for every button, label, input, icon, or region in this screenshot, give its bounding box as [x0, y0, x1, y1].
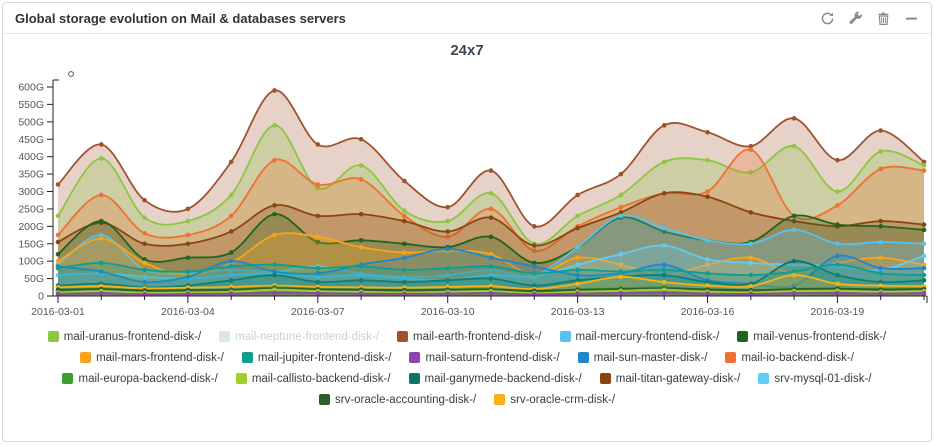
legend-label: mail-saturn-frontend-disk-/: [425, 351, 560, 364]
svg-text:2016-03-01: 2016-03-01: [31, 306, 85, 318]
svg-text:2016-03-07: 2016-03-07: [291, 306, 345, 318]
svg-text:550G: 550G: [18, 99, 44, 111]
legend-label: mail-titan-gateway-disk-/: [615, 372, 741, 385]
legend-item-mail-europa-backend-disk[interactable]: mail-europa-backend-disk-/: [62, 372, 218, 385]
legend-swatch: [318, 394, 330, 405]
legend-label: mail-io-backend-disk-/: [741, 351, 854, 364]
svg-text:2016-03-04: 2016-03-04: [161, 306, 215, 318]
legend-swatch: [47, 331, 59, 342]
legend-label: mail-europa-backend-disk-/: [78, 372, 218, 385]
legend-item-mail-saturn-frontend-disk[interactable]: mail-saturn-frontend-disk-/: [409, 351, 560, 364]
legend-swatch: [219, 331, 231, 342]
legend-item-mail-callisto-backend-disk[interactable]: mail-callisto-backend-disk-/: [235, 372, 391, 385]
panel-title: Global storage evolution on Mail & datab…: [15, 10, 346, 26]
legend-row: mail-europa-backend-disk-/ mail-callisto-…: [3, 368, 931, 389]
legend-row: mail-mars-frontend-disk-/ mail-jupiter-fr…: [3, 347, 931, 368]
refresh-icon[interactable]: [818, 9, 837, 28]
svg-text:2016-03-16: 2016-03-16: [681, 306, 735, 318]
trash-icon[interactable]: [874, 9, 893, 28]
legend-swatch: [737, 331, 749, 342]
legend-swatch: [62, 373, 74, 384]
panel-toolbar: [818, 9, 921, 28]
legend-item-mail-mars-frontend-disk[interactable]: mail-mars-frontend-disk-/: [80, 352, 224, 364]
legend-item-srv-oracle-accounting-disk[interactable]: srv-oracle-accounting-disk-/: [318, 393, 477, 406]
legend-item-mail-titan-gateway-disk[interactable]: mail-titan-gateway-disk-/: [599, 372, 741, 385]
svg-text:250G: 250G: [18, 203, 44, 215]
svg-text:2016-03-13: 2016-03-13: [551, 306, 605, 318]
legend-item-srv-mysql-01-disk[interactable]: srv-mysql-01-disk-/: [758, 372, 872, 385]
svg-text:50G: 50G: [24, 273, 44, 285]
legend-label: mail-mercury-frontend-disk-/: [575, 330, 720, 343]
panel-header: Global storage evolution on Mail & datab…: [3, 3, 931, 34]
legend-swatch: [408, 373, 420, 384]
chart-title: 24x7: [450, 42, 484, 59]
legend-swatch: [758, 373, 770, 384]
legend-swatch: [559, 331, 571, 342]
svg-text:500G: 500G: [18, 116, 44, 128]
legend-row: mail-uranus-frontend-disk-/ mail-neptune-…: [3, 326, 931, 347]
legend-item-mail-sun-master-disk[interactable]: mail-sun-master-disk-/: [577, 351, 708, 364]
svg-text:0: 0: [38, 291, 44, 303]
svg-text:2016-03-10: 2016-03-10: [421, 306, 475, 318]
legend-label: mail-neptune-frontend-disk-/: [235, 330, 380, 343]
collapse-icon[interactable]: [902, 9, 921, 28]
legend-item-mail-uranus-frontend-disk[interactable]: mail-uranus-frontend-disk-/: [47, 330, 202, 343]
chart-area: 0 50G 100G 150G 200G 250G 300G 350G 400G 450G 500G…: [3, 64, 931, 326]
legend-item-srv-oracle-crm-disk[interactable]: srv-oracle-crm-disk-/: [494, 394, 615, 406]
legend-item-mail-neptune-frontend-disk[interactable]: mail-neptune-frontend-disk-/: [219, 331, 379, 343]
legend-label: mail-earth-frontend-disk-/: [413, 330, 542, 343]
legend-item-mail-ganymede-backend-disk[interactable]: mail-ganymede-backend-disk-/: [408, 372, 582, 385]
svg-text:300G: 300G: [18, 186, 44, 198]
legend-label: mail-sun-master-disk-/: [593, 351, 708, 364]
legend-swatch: [577, 352, 589, 363]
legend-label: srv-oracle-crm-disk-/: [510, 393, 616, 406]
legend-label: srv-oracle-accounting-disk-/: [334, 393, 477, 406]
svg-text:150G: 150G: [18, 238, 44, 250]
svg-text:400G: 400G: [18, 151, 44, 163]
svg-text:450G: 450G: [18, 134, 44, 146]
legend-item-mail-venus-frontend-disk[interactable]: mail-venus-frontend-disk-/: [737, 331, 886, 343]
svg-text:600G: 600G: [18, 82, 44, 94]
legend-item-mail-mercury-frontend-disk[interactable]: mail-mercury-frontend-disk-/: [559, 330, 720, 343]
legend-swatch: [409, 352, 421, 363]
legend-label: mail-uranus-frontend-disk-/: [63, 330, 202, 343]
legend-swatch: [397, 331, 409, 342]
legend-swatch: [241, 352, 253, 363]
legend-item-mail-io-backend-disk[interactable]: mail-io-backend-disk-/: [725, 351, 854, 364]
legend-label: mail-callisto-backend-disk-/: [251, 372, 391, 385]
legend-item-mail-earth-frontend-disk[interactable]: mail-earth-frontend-disk-/: [397, 330, 542, 343]
legend-swatch: [80, 352, 92, 363]
legend-swatch: [725, 352, 737, 363]
svg-text:350G: 350G: [18, 169, 44, 181]
legend-swatch: [494, 394, 506, 405]
legend-label: mail-mars-frontend-disk-/: [96, 351, 224, 364]
legend-label: mail-jupiter-frontend-disk-/: [257, 351, 392, 364]
outlier-marker: [68, 71, 74, 77]
wrench-icon[interactable]: [846, 9, 865, 28]
svg-text:2016-03-19: 2016-03-19: [811, 306, 865, 318]
legend-label: mail-ganymede-backend-disk-/: [424, 372, 582, 385]
legend-label: srv-mysql-01-disk-/: [774, 372, 872, 385]
legend-swatch: [235, 373, 247, 384]
svg-text:100G: 100G: [18, 256, 44, 268]
legend-row: srv-oracle-accounting-disk-/ srv-oracle-c…: [3, 389, 931, 410]
storage-area-chart[interactable]: 0 50G 100G 150G 200G 250G 300G 350G 400G 450G 500G…: [3, 64, 931, 326]
chart-legend: mail-uranus-frontend-disk-/ mail-neptune-…: [3, 326, 931, 410]
legend-item-mail-jupiter-frontend-disk[interactable]: mail-jupiter-frontend-disk-/: [241, 351, 392, 364]
svg-text:200G: 200G: [18, 221, 44, 233]
legend-swatch: [599, 373, 611, 384]
legend-label: mail-venus-frontend-disk-/: [753, 330, 887, 343]
